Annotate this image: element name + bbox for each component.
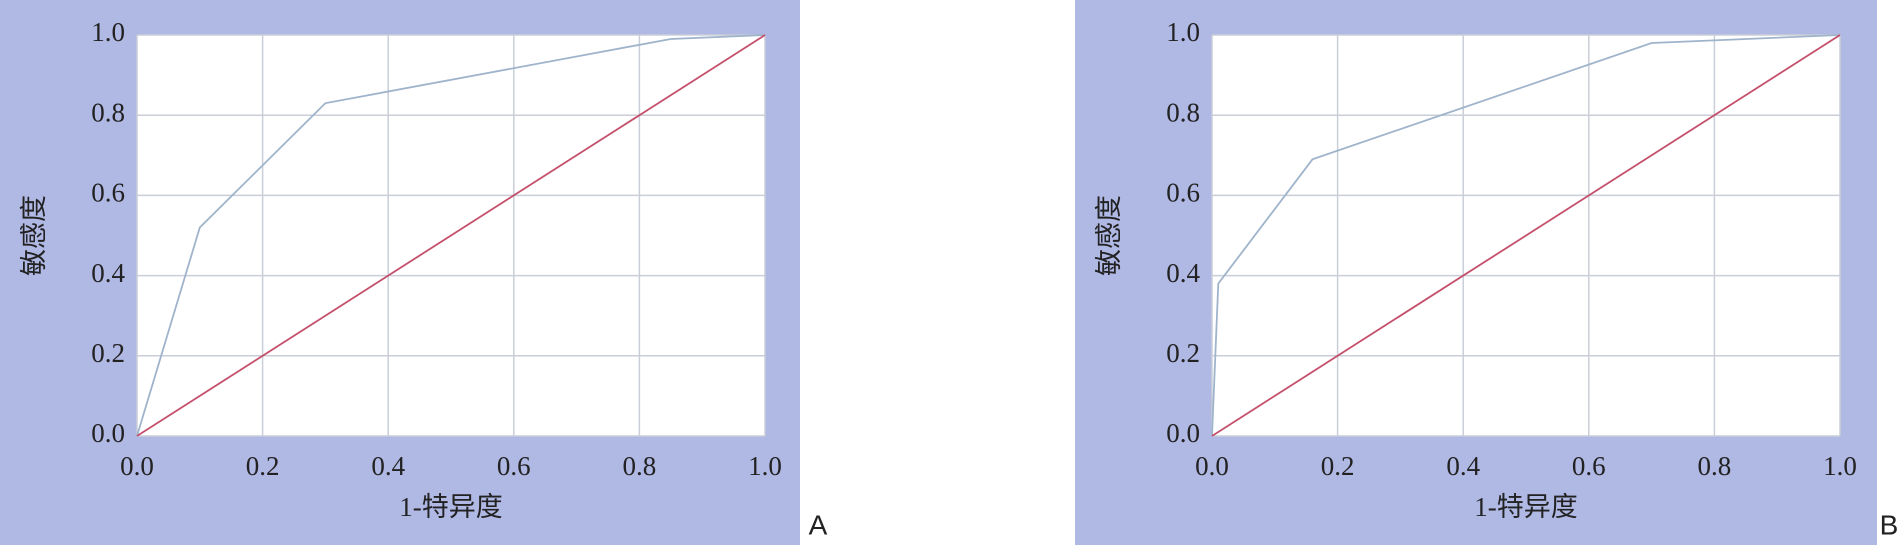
x-tick-label: 0.0 (1195, 451, 1229, 481)
panel-label: A (809, 509, 828, 540)
y-tick-label: 0.4 (91, 258, 125, 288)
x-tick-label: 1.0 (1823, 451, 1857, 481)
y-tick-label: 0.2 (91, 338, 125, 368)
x-tick-label: 0.6 (497, 451, 531, 481)
panel-label: B (1880, 509, 1899, 540)
x-tick-label: 0.4 (1446, 451, 1480, 481)
y-tick-label: 0.6 (91, 178, 125, 208)
y-tick-label: 0.0 (91, 418, 125, 448)
y-tick-label: 1.0 (91, 17, 125, 47)
x-tick-label: 0.0 (120, 451, 154, 481)
x-tick-label: 0.6 (1572, 451, 1606, 481)
y-tick-label: 0.6 (1166, 178, 1200, 208)
roc-line (1211, 34, 1841, 437)
y-axis-label: 敏感度 (19, 195, 49, 276)
x-tick-label: 0.8 (623, 451, 657, 481)
y-axis-label: 敏感度 (1094, 195, 1124, 276)
roc-line (1211, 34, 1841, 437)
roc-line (136, 34, 766, 437)
roc-line (136, 34, 766, 437)
x-tick-label: 0.4 (371, 451, 405, 481)
x-tick-label: 0.8 (1698, 451, 1732, 481)
x-axis-label: 1-特异度 (399, 492, 503, 522)
x-tick-label: 1.0 (748, 451, 782, 481)
x-axis-label: 1-特异度 (1474, 492, 1578, 522)
y-tick-label: 1.0 (1166, 17, 1200, 47)
x-tick-label: 0.2 (1321, 451, 1355, 481)
y-tick-label: 0.4 (1166, 258, 1200, 288)
y-tick-label: 0.8 (1166, 97, 1200, 127)
y-tick-label: 0.8 (91, 97, 125, 127)
x-tick-label: 0.2 (246, 451, 280, 481)
y-tick-label: 0.0 (1166, 418, 1200, 448)
y-tick-label: 0.2 (1166, 338, 1200, 368)
